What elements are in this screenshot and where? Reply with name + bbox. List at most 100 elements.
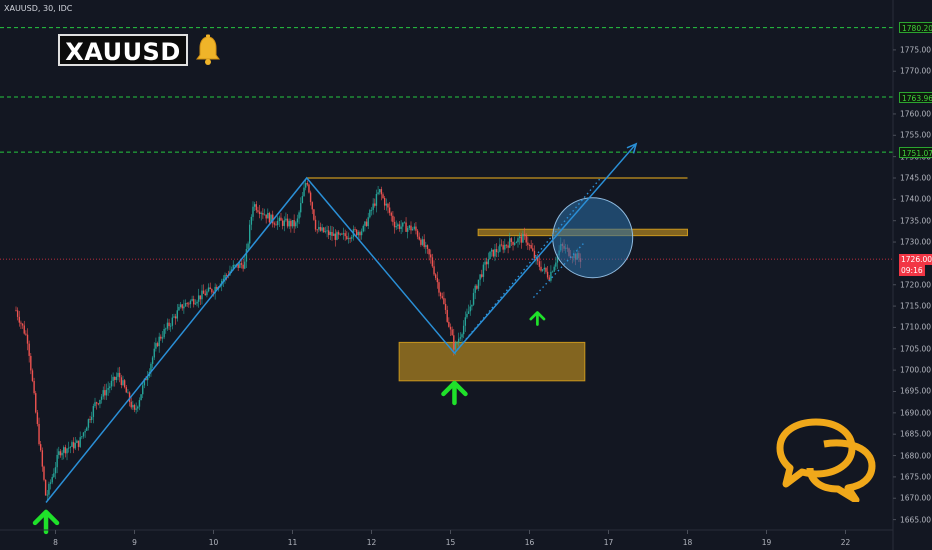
zones xyxy=(306,177,688,382)
candle-body xyxy=(100,396,103,400)
symbol-logo: XAUUSD xyxy=(58,34,188,66)
candle-body xyxy=(179,304,182,307)
candle-body xyxy=(364,221,366,226)
candle-body xyxy=(411,228,414,231)
candle-body xyxy=(77,440,80,447)
candle-body xyxy=(222,278,225,281)
candle-body xyxy=(383,197,386,206)
candle-body xyxy=(512,241,514,245)
candle-body xyxy=(295,222,297,227)
candle-body xyxy=(178,306,180,311)
y-tick-label: 1760.00 xyxy=(900,109,932,119)
candle-body xyxy=(122,380,124,386)
candle-body xyxy=(382,194,384,198)
candle-body xyxy=(548,277,550,281)
candle-body xyxy=(403,222,406,224)
candle-body xyxy=(48,483,50,495)
candle-body xyxy=(123,380,126,388)
candle-body xyxy=(71,442,73,447)
candle-body xyxy=(234,264,236,266)
candle-body xyxy=(474,285,476,293)
candle-body xyxy=(410,225,412,231)
candle-body xyxy=(309,192,312,203)
candle-body xyxy=(161,337,164,339)
candle-body xyxy=(530,245,532,249)
candle-body xyxy=(477,279,480,289)
candle-body xyxy=(553,266,555,272)
y-tick-label: 1730.00 xyxy=(900,237,932,247)
candle-body xyxy=(244,261,246,269)
candle-body xyxy=(425,245,427,247)
candle-body xyxy=(72,442,75,449)
candle-body xyxy=(405,222,407,232)
x-tick-label: 12 xyxy=(366,538,377,547)
up-arrow-icon xyxy=(529,311,546,326)
candle-body xyxy=(202,290,205,294)
candle-body xyxy=(385,203,388,206)
y-tick-label: 1720.00 xyxy=(900,280,932,290)
candle-body xyxy=(449,326,452,330)
candle-body xyxy=(298,212,300,219)
candle-body xyxy=(441,296,443,299)
candle-body xyxy=(41,450,44,467)
candle-body xyxy=(283,220,285,226)
candle-body xyxy=(541,269,544,271)
candle-body xyxy=(374,203,376,206)
candle-body xyxy=(143,378,146,386)
up-arrow-icon xyxy=(441,380,468,406)
x-tick-label: 8 xyxy=(53,538,58,547)
candle-body xyxy=(290,220,292,227)
candle-body xyxy=(490,249,493,252)
candle-body xyxy=(82,432,85,437)
candle-body xyxy=(451,329,453,336)
candle-body xyxy=(214,286,216,294)
x-tick-label: 16 xyxy=(524,538,535,547)
candle-body xyxy=(349,238,351,239)
candle-body xyxy=(36,412,39,424)
x-tick-label: 18 xyxy=(682,538,693,547)
candle-body xyxy=(87,419,90,428)
candle-body xyxy=(527,242,529,245)
level-label: 1780.20 xyxy=(899,22,932,34)
x-tick-label: 9 xyxy=(132,538,137,547)
symbol-header: XAUUSD, 30, IDC xyxy=(4,4,73,13)
candle-body xyxy=(265,214,267,219)
candle-body xyxy=(107,388,109,390)
candle-body xyxy=(296,218,299,223)
candle-body xyxy=(183,306,185,309)
candle-body xyxy=(197,295,200,302)
candle-body xyxy=(240,263,243,265)
candle-body xyxy=(224,274,226,279)
candle-body xyxy=(160,336,162,339)
x-tick-label: 10 xyxy=(208,538,219,547)
candle-body xyxy=(492,249,494,257)
up-arrow-icon xyxy=(32,509,60,535)
candle-body xyxy=(59,451,62,456)
y-tick-label: 1770.00 xyxy=(900,66,932,76)
candle-body xyxy=(58,451,60,455)
candle-body xyxy=(380,189,383,195)
candle-body xyxy=(304,183,307,188)
candle-body xyxy=(102,390,104,397)
candle-body xyxy=(21,323,24,326)
candle-body xyxy=(331,231,333,236)
candle-body xyxy=(453,335,455,350)
candle-body xyxy=(173,316,175,318)
y-tick-label: 1710.00 xyxy=(900,322,932,332)
candle-body xyxy=(489,251,491,260)
candle-body xyxy=(469,306,471,312)
candle-body xyxy=(484,261,486,265)
candle-body xyxy=(505,244,508,246)
candle-body xyxy=(253,204,256,207)
x-tick-label: 11 xyxy=(287,538,298,547)
candle-body xyxy=(211,289,213,293)
candle-body xyxy=(355,229,358,236)
candle-body xyxy=(196,301,198,304)
candle-body xyxy=(194,303,197,305)
candle-body xyxy=(104,390,106,396)
candle-body xyxy=(509,238,511,248)
candle-body xyxy=(120,377,123,386)
candle-body xyxy=(319,226,322,231)
y-tick-label: 1695.00 xyxy=(900,386,932,396)
